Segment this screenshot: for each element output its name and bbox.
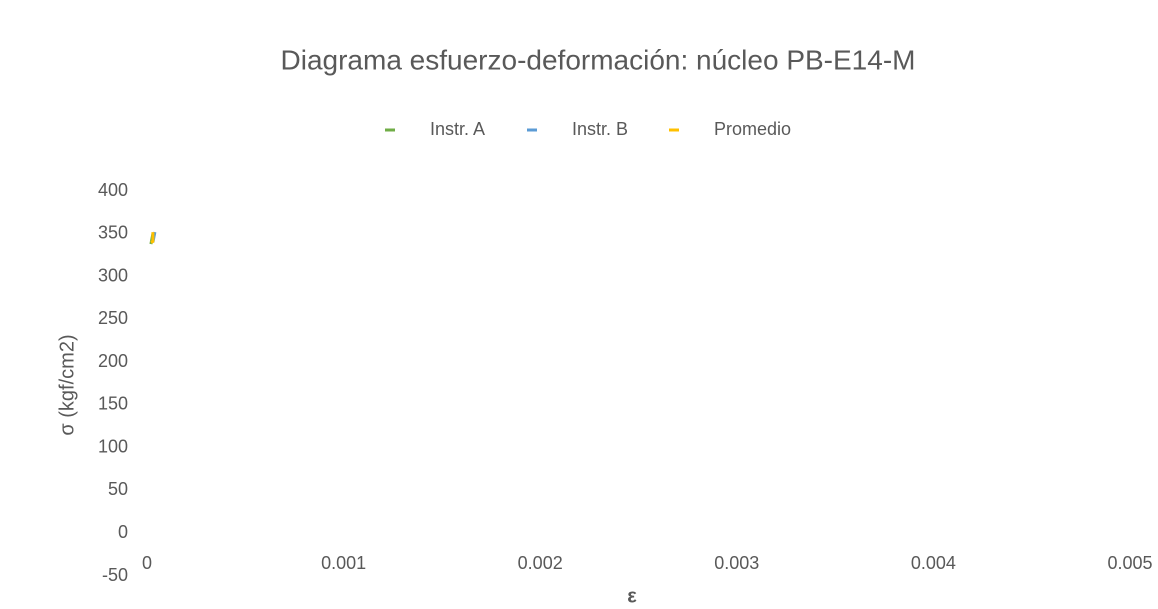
y-tick-label: 400 bbox=[98, 180, 128, 200]
y-tick-label: 300 bbox=[98, 265, 128, 285]
x-tick-label: 0.002 bbox=[518, 553, 563, 573]
x-tick-label: 0 bbox=[142, 553, 152, 573]
legend-label: Instr. A bbox=[430, 119, 485, 139]
y-tick-label: -50 bbox=[102, 565, 128, 585]
y-tick-label: 150 bbox=[98, 394, 128, 414]
y-tick-label: 100 bbox=[98, 436, 128, 456]
legend-label: Promedio bbox=[714, 119, 791, 139]
chart-title: Diagrama esfuerzo-deformación: núcleo PB… bbox=[281, 44, 916, 75]
y-tick-label: 250 bbox=[98, 308, 128, 328]
x-tick-label: 0.004 bbox=[911, 553, 956, 573]
x-tick-label: 0.001 bbox=[321, 553, 366, 573]
y-tick-label: 0 bbox=[118, 522, 128, 542]
y-axis-label: σ (kgf/cm2) bbox=[56, 334, 78, 435]
legend-label: Instr. B bbox=[572, 119, 628, 139]
y-tick-label: 200 bbox=[98, 351, 128, 371]
y-tick-label: 50 bbox=[108, 479, 128, 499]
x-tick-label: 0.005 bbox=[1107, 553, 1152, 573]
x-axis-label: ε bbox=[627, 585, 637, 607]
y-tick-label: 350 bbox=[98, 223, 128, 243]
x-tick-label: 0.003 bbox=[714, 553, 759, 573]
series-line bbox=[150, 232, 155, 244]
